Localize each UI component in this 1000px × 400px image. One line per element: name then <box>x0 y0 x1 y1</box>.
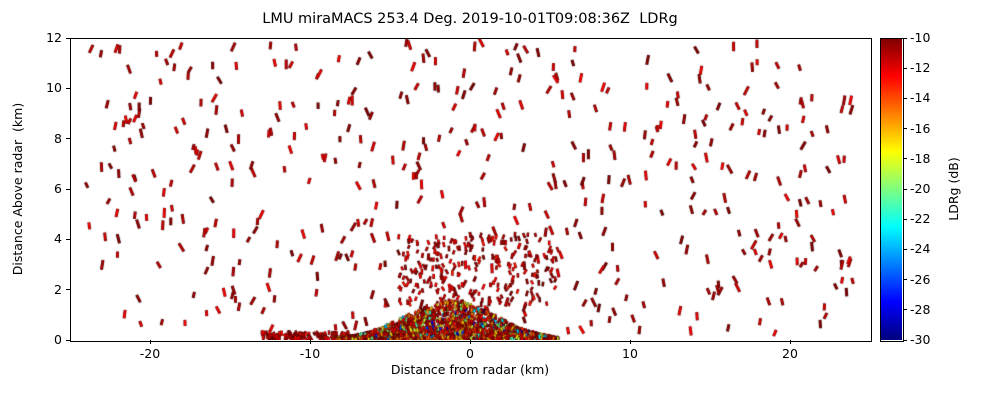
y-axis-label: Distance Above radar (km) <box>10 102 25 276</box>
colorbar-tick-label: -10 <box>910 30 931 45</box>
colorbar-tick-label: -26 <box>910 271 931 287</box>
colorbar-border <box>880 38 904 342</box>
colorbar-tick-mark <box>903 309 907 311</box>
colorbar-tick-label: -24 <box>910 241 931 257</box>
y-tick-mark <box>66 138 70 140</box>
x-tick-label: -20 <box>139 346 161 361</box>
y-tick-label: 6 <box>54 181 62 196</box>
x-tick-label: 0 <box>466 346 474 361</box>
x-tick-mark <box>789 340 791 344</box>
y-tick-mark <box>66 238 70 240</box>
colorbar-tick-label: -12 <box>910 60 931 76</box>
chart-title: LMU miraMACS 253.4 Deg. 2019-10-01T09:08… <box>262 11 678 27</box>
y-tick-mark <box>66 289 70 291</box>
colorbar-tick-label: -22 <box>910 211 931 227</box>
colorbar-tick-mark <box>903 279 907 281</box>
scatter-plot-canvas <box>70 38 870 340</box>
x-tick-label: 10 <box>622 346 638 361</box>
colorbar-tick-mark <box>903 218 907 220</box>
y-tick-mark <box>66 339 70 341</box>
x-axis-label: Distance from radar (km) <box>390 362 550 377</box>
colorbar-tick-mark <box>903 158 907 160</box>
colorbar-tick-mark <box>903 97 907 99</box>
colorbar-tick-label: -28 <box>910 301 931 317</box>
colorbar-tick-mark <box>903 67 907 69</box>
x-tick-mark <box>309 340 311 344</box>
y-tick-mark <box>66 87 70 89</box>
colorbar-tick-mark <box>903 128 907 130</box>
y-tick-mark <box>66 37 70 39</box>
colorbar-gradient-canvas <box>880 38 902 340</box>
colorbar-tick-mark <box>903 188 907 190</box>
x-tick-label: -10 <box>299 346 321 361</box>
x-tick-mark <box>469 340 471 344</box>
y-tick-label: 4 <box>54 231 62 247</box>
colorbar-tick-label: -16 <box>910 120 931 136</box>
x-tick-mark <box>149 340 151 344</box>
x-tick-mark <box>629 340 631 344</box>
y-tick-label: 2 <box>54 281 62 297</box>
colorbar-tick-mark <box>903 248 907 250</box>
colorbar-tick-label: -14 <box>910 90 931 106</box>
colorbar-tick-mark <box>903 37 907 39</box>
plot-area-border <box>70 38 872 342</box>
colorbar-tick-mark <box>903 339 907 341</box>
y-tick-label: 0 <box>54 332 62 347</box>
colorbar-tick-label: -20 <box>910 181 931 196</box>
colorbar-tick-label: -18 <box>910 150 931 166</box>
y-tick-label: 12 <box>46 30 62 45</box>
y-tick-mark <box>66 188 70 190</box>
x-tick-label: 20 <box>782 346 798 361</box>
y-tick-label: 10 <box>46 80 62 96</box>
colorbar-tick-label: -30 <box>910 332 931 347</box>
y-tick-label: 8 <box>54 130 62 146</box>
